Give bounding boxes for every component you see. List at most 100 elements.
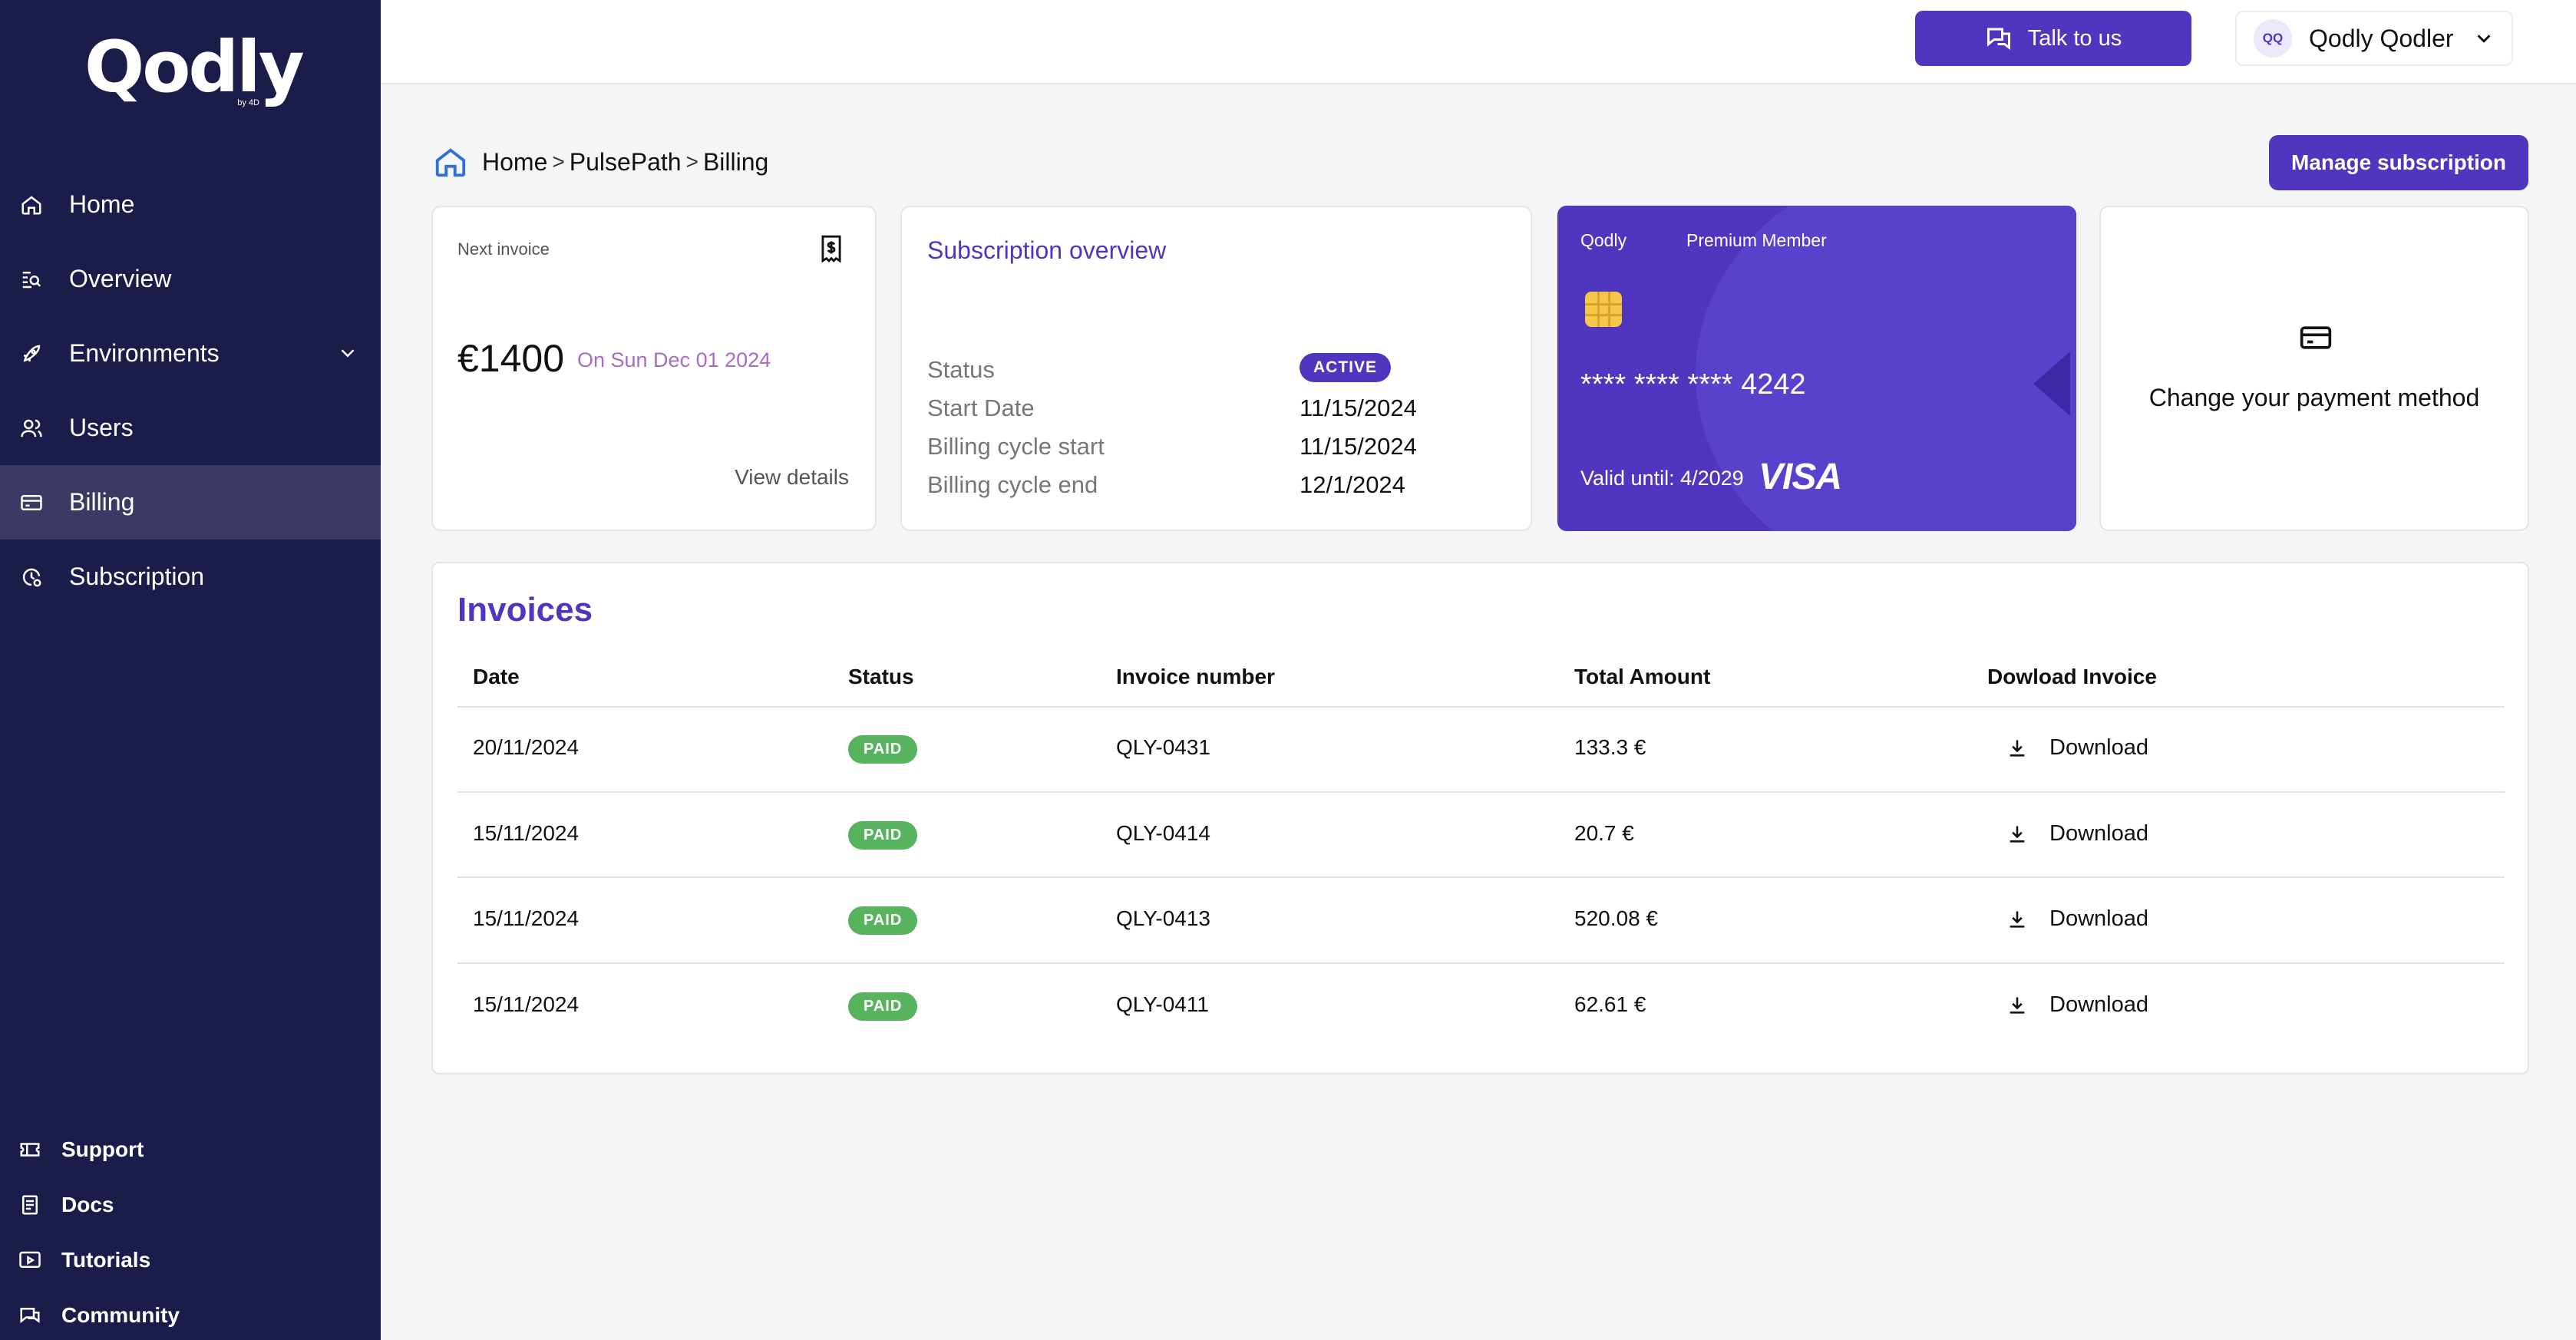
start-date-value: 11/15/2024 xyxy=(1300,394,1417,421)
download-button[interactable]: Download xyxy=(2006,906,2148,932)
chat-icon xyxy=(17,1302,43,1328)
sidebar-item-billing[interactable]: Billing xyxy=(0,465,381,540)
card-valid-until: Valid until: 4/2029 xyxy=(1580,467,1744,490)
invoice-date: 15/11/2024 xyxy=(473,821,580,845)
invoices-title: Invoices xyxy=(457,591,593,629)
subscription-overview-title: Subscription overview xyxy=(927,236,1167,264)
download-label: Download xyxy=(2049,735,2148,760)
main-nav: Home Overview Environments Users xyxy=(0,167,381,614)
row-divider xyxy=(457,791,2505,793)
invoice-amount: 62.61 € xyxy=(1574,992,1646,1016)
breadcrumb-current: Billing xyxy=(702,147,769,176)
download-button[interactable]: Download xyxy=(2006,821,2148,847)
avatar: QQ xyxy=(2254,19,2292,58)
credit-card-visual: Qodly Premium Member **** **** **** 4242… xyxy=(1557,206,2076,531)
billing-cycle-end-value: 12/1/2024 xyxy=(1300,471,1405,498)
change-payment-method-card[interactable]: Change your payment method xyxy=(2099,206,2529,531)
change-payment-method-label: Change your payment method xyxy=(2148,384,2480,411)
overview-search-icon xyxy=(18,266,45,292)
row-divider xyxy=(457,876,2505,878)
download-button[interactable]: Download xyxy=(2006,735,2148,761)
invoice-amount: 133.3 € xyxy=(1574,735,1646,759)
invoice-number: QLY-0414 xyxy=(1116,821,1210,845)
sidebar-item-label: Support xyxy=(61,1137,144,1161)
visa-logo: VISA xyxy=(1759,457,1842,497)
invoice-date: 15/11/2024 xyxy=(473,992,580,1016)
sidebar: Qodly by 4D Home Overview Environments xyxy=(0,0,381,1340)
card-chip-icon xyxy=(1585,292,1622,327)
column-header-download: Dowload Invoice xyxy=(1987,665,2157,688)
talk-to-us-label: Talk to us xyxy=(2027,25,2122,51)
sidebar-footer: Support Docs Tutorials Community xyxy=(0,1122,381,1340)
logo-by-line: by 4D xyxy=(237,98,259,107)
ticket-icon xyxy=(17,1137,43,1163)
breadcrumb-separator: > xyxy=(552,150,565,173)
billing-cycle-start-label: Billing cycle start xyxy=(927,433,1105,460)
sidebar-item-label: Users xyxy=(69,414,134,441)
next-invoice-date: On Sun Dec 01 2024 xyxy=(577,348,771,371)
manage-subscription-button[interactable]: Manage subscription xyxy=(2269,135,2528,190)
chevron-down-icon[interactable] xyxy=(336,342,359,365)
breadcrumb-home[interactable]: Home xyxy=(482,147,548,176)
download-label: Download xyxy=(2049,821,2148,846)
next-invoice-amount: €1400 xyxy=(457,337,565,380)
logo-wordmark: Qodly xyxy=(84,26,305,108)
view-details-link[interactable]: View details xyxy=(735,465,849,489)
credit-card-icon xyxy=(18,490,45,516)
invoice-receipt-icon xyxy=(817,233,846,268)
status-badge: ACTIVE xyxy=(1300,353,1392,382)
next-invoice-card: Next invoice €1400 On Sun Dec 01 2024 Vi… xyxy=(431,206,877,531)
sidebar-item-label: Subscription xyxy=(69,563,205,590)
users-icon xyxy=(18,415,45,441)
sidebar-item-docs[interactable]: Docs xyxy=(0,1177,381,1233)
sidebar-item-home[interactable]: Home xyxy=(0,167,381,242)
credit-card-icon xyxy=(2299,321,2333,358)
rocket-icon xyxy=(18,341,45,367)
download-button[interactable]: Download xyxy=(2006,992,2148,1018)
sidebar-item-tutorials[interactable]: Tutorials xyxy=(0,1233,381,1288)
breadcrumb-project[interactable]: PulsePath xyxy=(569,147,682,176)
sidebar-item-label: Home xyxy=(69,190,135,218)
user-menu-button[interactable]: QQ Qodly Qodler xyxy=(2235,11,2513,66)
home-icon[interactable] xyxy=(433,144,468,180)
download-icon xyxy=(2010,911,2025,928)
sidebar-item-label: Community xyxy=(61,1303,180,1327)
card-number: **** **** **** 4242 xyxy=(1580,368,1806,401)
topbar: Talk to us QQ Qodly Qodler xyxy=(381,0,2576,84)
column-header-status: Status xyxy=(848,665,914,688)
download-icon xyxy=(2010,997,2025,1014)
chevron-down-icon xyxy=(2477,35,2491,43)
card-tier: Premium Member xyxy=(1686,230,1827,250)
video-icon xyxy=(17,1247,43,1273)
row-divider xyxy=(457,962,2505,964)
start-date-label: Start Date xyxy=(927,394,1035,421)
sidebar-item-users[interactable]: Users xyxy=(0,391,381,465)
qodly-logo[interactable]: Qodly by 4D xyxy=(84,26,305,114)
subscription-overview-card: Subscription overview Status ACTIVE Star… xyxy=(900,206,1532,531)
billing-cycle-end-label: Billing cycle end xyxy=(927,471,1098,498)
talk-to-us-button[interactable]: Talk to us xyxy=(1915,11,2191,66)
status-badge: PAID xyxy=(848,906,918,935)
sidebar-item-support[interactable]: Support xyxy=(0,1122,381,1177)
invoices-panel: Invoices Date Status Invoice number Tota… xyxy=(431,562,2529,1074)
sidebar-item-community[interactable]: Community xyxy=(0,1288,381,1340)
sidebar-item-environments[interactable]: Environments xyxy=(0,316,381,391)
breadcrumb: Home > PulsePath > Billing xyxy=(433,144,768,180)
invoice-date: 15/11/2024 xyxy=(473,906,580,930)
download-label: Download xyxy=(2049,906,2148,931)
download-icon xyxy=(2010,826,2025,843)
status-label: Status xyxy=(927,356,995,383)
card-decoration xyxy=(1696,206,2076,531)
sidebar-item-label: Overview xyxy=(69,265,172,292)
invoice-amount: 520.08 € xyxy=(1574,906,1658,930)
invoice-number: QLY-0431 xyxy=(1116,735,1210,759)
card-brand: Qodly xyxy=(1580,230,1627,250)
next-invoice-title: Next invoice xyxy=(457,239,550,259)
billing-cycle-start-value: 11/15/2024 xyxy=(1300,433,1417,460)
sidebar-item-subscription[interactable]: Subscription xyxy=(0,540,381,614)
sidebar-item-label: Billing xyxy=(69,488,135,516)
subscription-icon xyxy=(18,564,45,590)
sidebar-item-label: Environments xyxy=(69,339,220,367)
download-label: Download xyxy=(2049,992,2148,1017)
sidebar-item-overview[interactable]: Overview xyxy=(0,242,381,316)
